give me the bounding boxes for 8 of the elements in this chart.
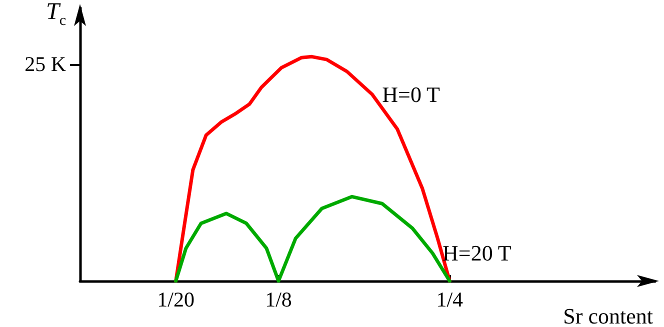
- series-label: H=0 T: [382, 82, 441, 107]
- x-tick-label: 1/4: [436, 288, 464, 312]
- y-axis-title: T$_{c}$: [46, 0, 66, 29]
- series-label: H=20 T: [442, 240, 512, 266]
- text: 25 K: [24, 52, 66, 76]
- x-axis-title: Sr content: [563, 304, 653, 327]
- x-tick-label: 1/8: [265, 288, 292, 312]
- x-tick-label: 1/20: [157, 288, 195, 312]
